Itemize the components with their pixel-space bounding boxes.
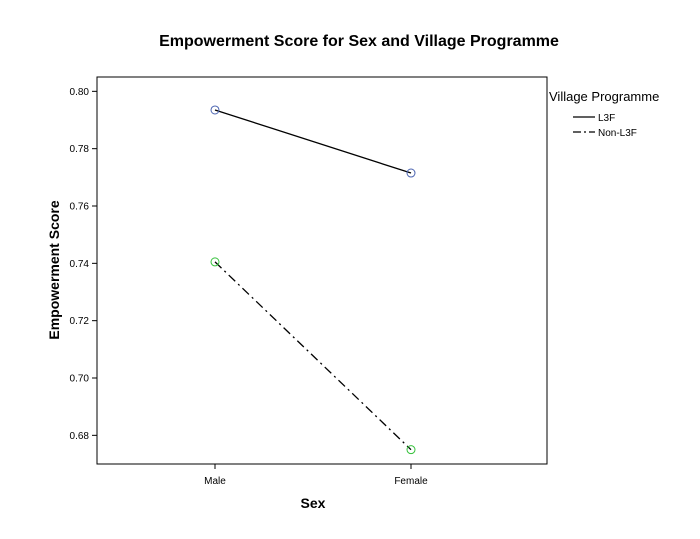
- plot-area: [96, 76, 548, 465]
- data-point-non-l3f-male: [210, 257, 220, 267]
- data-point-l3f-female: [406, 168, 416, 178]
- data-point-non-l3f-female: [406, 445, 416, 455]
- y-tick-label: 0.70: [70, 374, 90, 385]
- legend-title: Village Programme: [549, 89, 659, 104]
- series-layer: [210, 105, 416, 455]
- y-tick-label: 0.76: [70, 202, 90, 213]
- legend-label-l3f: L3F: [598, 113, 615, 124]
- y-tick-label: 0.78: [70, 144, 90, 155]
- series-line-non-l3f: [214, 261, 412, 451]
- y-tick-label: 0.72: [70, 316, 90, 327]
- legend-label-non-l3f: Non-L3F: [598, 128, 637, 139]
- y-tick-label: 0.74: [70, 259, 90, 270]
- y-axis: 0.68 0.70 0.72 0.74 0.76 0.78 0.80: [70, 87, 97, 442]
- chart-title: Empowerment Score for Sex and Village Pr…: [159, 33, 559, 50]
- data-point-l3f-male: [210, 105, 220, 115]
- y-tick-label: 0.80: [70, 87, 90, 98]
- y-tick-label: 0.68: [70, 431, 90, 442]
- x-axis-title: Sex: [301, 495, 326, 511]
- y-axis-title: Empowerment Score: [46, 200, 62, 339]
- legend: Village Programme L3F Non-L3F: [549, 89, 659, 139]
- x-tick-label: Male: [204, 476, 226, 487]
- series-line-l3f: [214, 109, 412, 174]
- x-axis: Male Female: [204, 464, 428, 487]
- x-tick-label: Female: [394, 476, 428, 487]
